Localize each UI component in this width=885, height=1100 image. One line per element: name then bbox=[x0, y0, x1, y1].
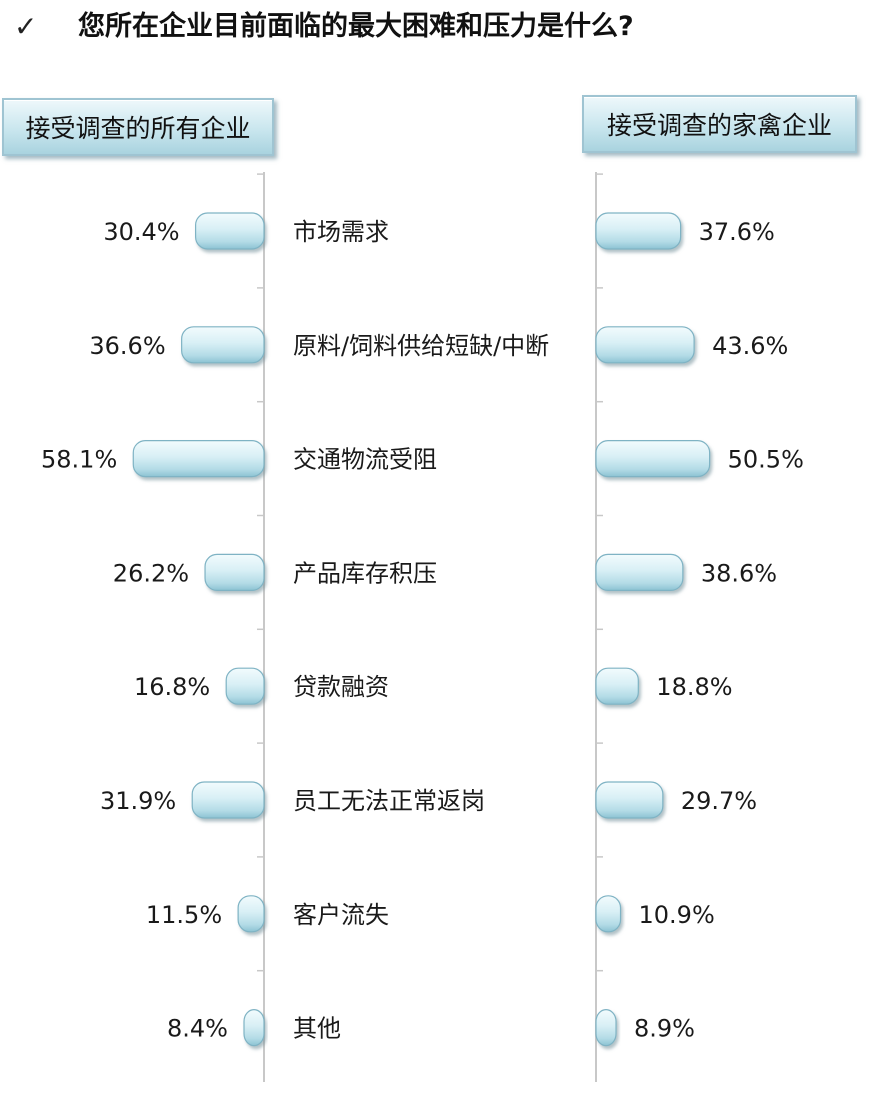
data-label-left-4: 26.2% bbox=[113, 559, 189, 587]
bar-right-2 bbox=[595, 326, 695, 364]
data-label-left-6: 31.9% bbox=[100, 787, 176, 815]
bar-right-4 bbox=[595, 553, 684, 592]
legend-box-poultry-enterprises: 接受调查的家禽企业 bbox=[582, 95, 857, 153]
chart-title: 您所在企业目前面临的最大困难和压力是什么? bbox=[78, 11, 634, 42]
bar-left-7 bbox=[237, 895, 265, 933]
bar-left-1 bbox=[195, 212, 265, 250]
bar-left-2 bbox=[181, 326, 265, 364]
bar-left-3 bbox=[132, 440, 265, 478]
legend-box-all-enterprises: 接受调查的所有企业 bbox=[2, 98, 274, 156]
bar-right-7 bbox=[595, 895, 622, 933]
data-label-right-2: 43.6% bbox=[712, 332, 788, 360]
category-label-4: 产品库存积压 bbox=[293, 559, 437, 587]
bar-right-3 bbox=[595, 440, 711, 478]
data-label-left-7: 11.5% bbox=[146, 901, 222, 929]
category-label-7: 客户流失 bbox=[293, 901, 389, 929]
category-label-3: 交通物流受阻 bbox=[293, 446, 437, 474]
category-label-1: 市场需求 bbox=[293, 218, 389, 246]
category-label-5: 贷款融资 bbox=[293, 673, 389, 701]
bar-left-4 bbox=[204, 553, 265, 592]
bar-right-8 bbox=[595, 1008, 617, 1047]
category-label-6: 员工无法正常返岗 bbox=[293, 787, 485, 815]
category-label-2: 原料/饲料供给短缺/中断 bbox=[293, 332, 549, 360]
data-label-right-6: 29.7% bbox=[681, 787, 757, 815]
bar-left-8 bbox=[243, 1008, 265, 1047]
data-label-right-3: 50.5% bbox=[728, 446, 804, 474]
category-label-8: 其他 bbox=[293, 1015, 341, 1043]
data-label-right-5: 18.8% bbox=[656, 673, 732, 701]
data-label-left-5: 16.8% bbox=[134, 673, 210, 701]
data-label-right-8: 8.9% bbox=[634, 1015, 695, 1043]
bar-left-5 bbox=[225, 667, 265, 705]
data-label-left-8: 8.4% bbox=[167, 1015, 228, 1043]
data-label-left-3: 58.1% bbox=[41, 446, 117, 474]
data-label-left-2: 36.6% bbox=[89, 332, 165, 360]
data-label-left-1: 30.4% bbox=[103, 218, 179, 246]
bar-right-1 bbox=[595, 212, 682, 250]
bar-right-5 bbox=[595, 667, 639, 705]
data-label-right-7: 10.9% bbox=[639, 901, 715, 929]
check-mark-icon: ✓ bbox=[14, 10, 38, 43]
data-label-right-1: 37.6% bbox=[699, 218, 775, 246]
data-label-right-4: 38.6% bbox=[701, 559, 777, 587]
bar-right-6 bbox=[595, 781, 664, 819]
bar-left-6 bbox=[191, 781, 265, 819]
